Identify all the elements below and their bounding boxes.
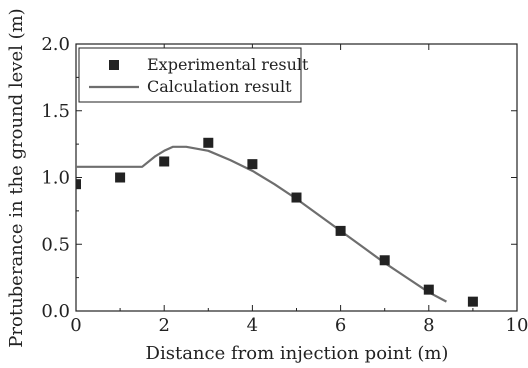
x-tick-label: 8 xyxy=(423,315,434,336)
experimental-point xyxy=(203,137,214,148)
x-tick-label: 0 xyxy=(70,315,81,336)
calculation-line xyxy=(76,145,447,303)
y-axis-label: Protuberance in the ground level (m) xyxy=(6,8,27,347)
x-tick-label: 6 xyxy=(335,315,346,336)
experimental-point xyxy=(423,284,434,295)
legend-box xyxy=(78,47,302,103)
experimental-point xyxy=(159,156,170,167)
series-layer xyxy=(76,137,478,307)
y-tick-label: 0.0 xyxy=(41,301,70,322)
legend: Experimental result Calculation result xyxy=(78,47,309,103)
x-axis-ticks: 0 2 4 6 8 10 xyxy=(70,44,528,336)
y-tick-label: 1.5 xyxy=(41,101,70,122)
experimental-point xyxy=(379,255,390,266)
experimental-point xyxy=(115,172,126,183)
legend-label: Experimental result xyxy=(147,55,309,74)
x-tick-label: 10 xyxy=(506,315,528,336)
legend-square-marker xyxy=(109,60,119,70)
y-tick-label: 0.5 xyxy=(41,234,70,255)
x-tick-label: 2 xyxy=(158,315,169,336)
experimental-point xyxy=(335,225,346,236)
x-axis-label: Distance from injection point (m) xyxy=(146,343,449,364)
experimental-point xyxy=(467,296,478,307)
x-tick-label: 4 xyxy=(247,315,258,336)
y-axis-ticks: 0.0 0.5 1.0 1.5 2.0 xyxy=(41,34,517,322)
experimental-point xyxy=(291,192,302,203)
experimental-point xyxy=(247,159,258,170)
experimental-point xyxy=(76,179,81,190)
y-tick-label: 2.0 xyxy=(41,34,70,55)
legend-label: Calculation result xyxy=(147,77,292,96)
y-tick-label: 1.0 xyxy=(41,168,70,189)
